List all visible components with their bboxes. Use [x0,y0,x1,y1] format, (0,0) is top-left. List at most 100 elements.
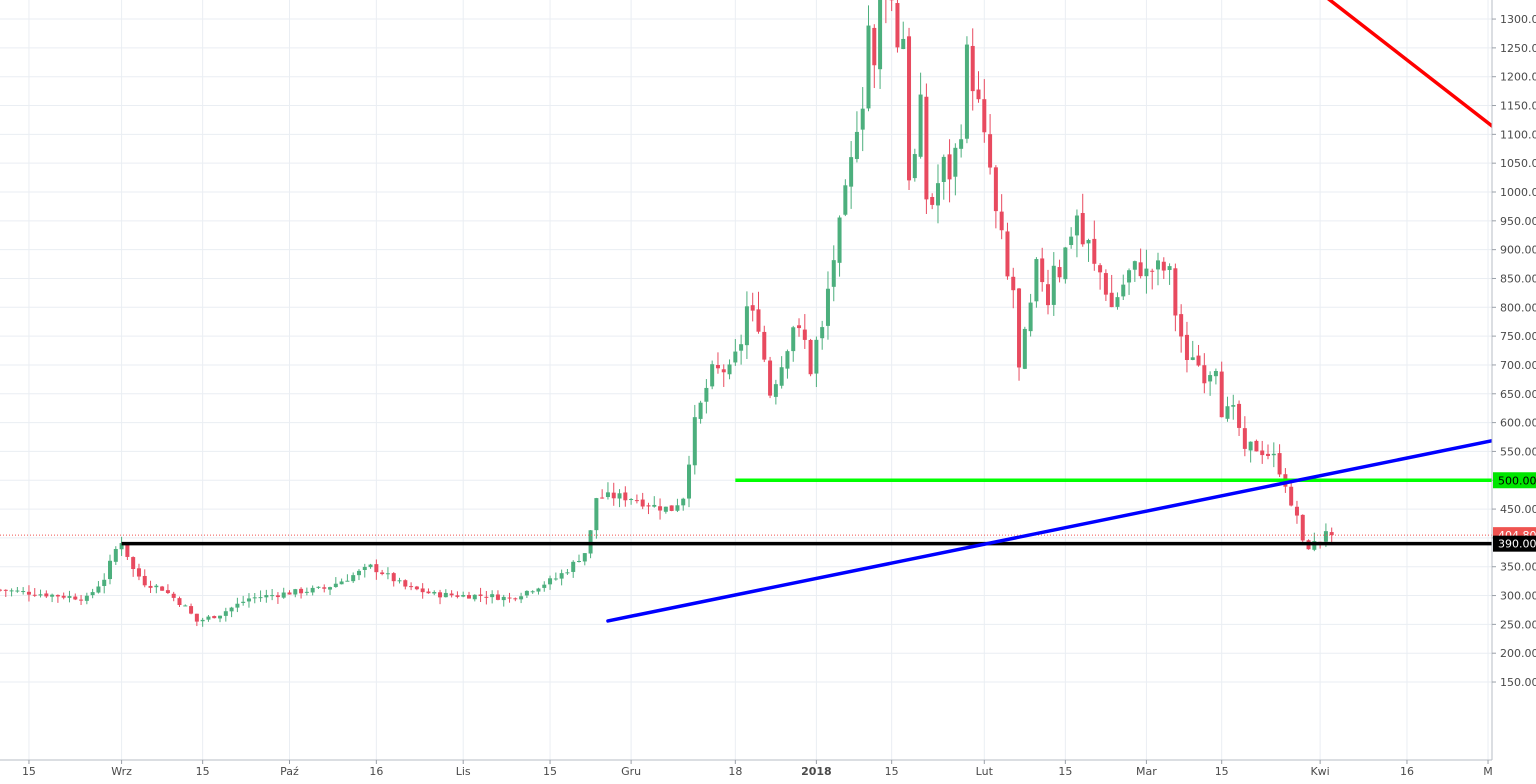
candle-body [965,45,969,139]
candle-body [259,597,263,598]
candle-body [1029,303,1033,332]
candle-body [907,36,911,180]
candle-body [496,594,500,599]
candle[interactable] [1034,257,1038,308]
candle-body [293,589,297,594]
price-label[interactable]: 390.00 [1493,536,1536,552]
candle-body [560,573,564,578]
candle-body [4,590,8,591]
candle[interactable] [710,361,714,390]
candle-body [1063,247,1067,279]
candle-body [716,365,720,368]
candle-body [1162,262,1166,271]
candle-body [85,596,89,601]
candle-body [73,597,77,600]
y-tick-label: 350.00 [1500,561,1536,574]
candle-body [670,505,674,511]
candle-body [1173,268,1177,315]
candle-body [1330,532,1334,535]
candle-body [67,596,71,598]
candle-body [334,584,338,587]
candle-body [131,557,135,569]
candle-body [739,344,743,350]
candle-body [1266,454,1270,456]
candle-body [1150,271,1154,272]
candle[interactable] [907,28,911,190]
candle-body [1133,261,1137,270]
candle[interactable] [160,586,164,591]
x-tick-label: Kwi [1310,765,1329,778]
candle-body [780,367,784,386]
candle-body [195,614,199,622]
candle-body [982,99,986,132]
candle[interactable] [1023,327,1027,369]
candle-body [432,592,436,593]
candle-body [699,403,703,419]
candle-body [1289,487,1293,506]
candle-body [455,595,459,597]
candle-body [1023,329,1027,369]
candle-body [299,589,303,593]
candle[interactable] [809,339,813,376]
candle-body [1220,372,1224,418]
price-label[interactable]: 500.00 [1493,472,1536,488]
y-tick-label: 250.00 [1500,618,1536,631]
candle-body [942,157,946,182]
y-tick-label: 1100.00 [1500,128,1536,141]
candle[interactable] [768,357,772,398]
candle-body [577,561,581,562]
candle-body [791,327,795,351]
candle-body [1081,213,1085,244]
candle[interactable] [895,0,899,53]
candle-body [994,167,998,211]
candle-body [44,593,48,596]
x-tick-label: Wrz [111,765,132,778]
candle-body [305,592,309,593]
candle-body [137,568,141,576]
x-tick-label: 16 [1400,765,1414,778]
candle-body [0,590,2,591]
candle[interactable] [1063,247,1067,284]
candle-body [166,590,170,593]
candle-body [56,595,60,597]
candle-body [1069,237,1073,245]
candle-body [948,154,952,179]
candle-body [415,587,419,590]
candle[interactable] [670,505,674,511]
candle[interactable] [1017,288,1021,381]
candle-body [270,595,274,596]
y-tick-label: 1000.00 [1500,186,1536,199]
candle-body [1052,266,1056,305]
y-axis[interactable]: 150.00200.00250.00300.00350.00400.00450.… [1492,0,1536,780]
candle-body [635,500,639,501]
candle-body [594,498,598,530]
candle-body [600,498,604,499]
candle-body [1144,269,1148,277]
candle[interactable] [965,36,969,143]
candle-body [1185,335,1189,360]
candle-body [473,595,477,599]
candle-body [820,327,824,338]
candle-body [1000,212,1004,231]
x-tick-label: 18 [728,765,742,778]
candle-body [392,573,396,581]
candle-body [316,587,320,588]
candle-body [959,139,963,149]
candle-body [438,592,442,597]
candle[interactable] [924,84,928,214]
y-tick-label: 1200.00 [1500,71,1536,84]
candle-body [919,95,923,157]
candle-body [629,499,633,500]
candle[interactable] [1301,514,1305,544]
candle-body [855,132,859,159]
candle-body [149,586,153,588]
candle-body [924,97,928,200]
candle-body [183,605,187,606]
candle[interactable] [1254,440,1258,452]
y-tick-label: 1300.00 [1500,13,1536,26]
